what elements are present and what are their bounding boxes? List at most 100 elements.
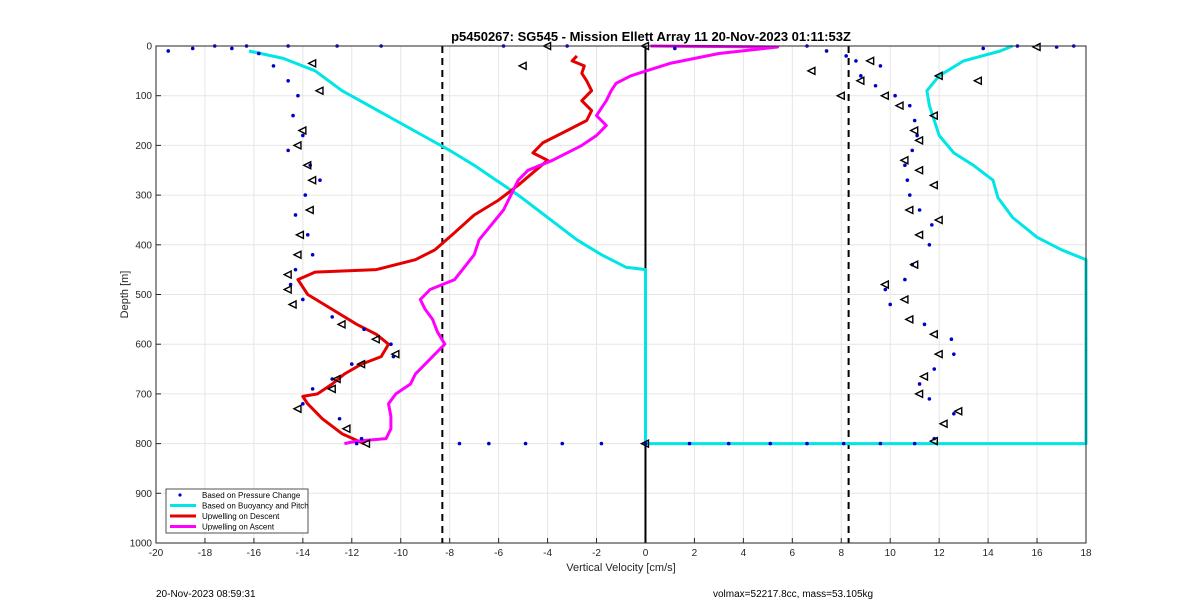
triangle-markers <box>282 41 1041 449</box>
x-tick-label: -16 <box>247 548 262 559</box>
triangle-marker <box>294 230 305 240</box>
y-tick-label: 100 <box>135 91 152 102</box>
x-tick-label: 16 <box>1031 548 1043 559</box>
legend-label-based-on-pressure-change: Based on Pressure Change <box>202 491 301 500</box>
x-tick-label: 4 <box>741 548 747 559</box>
footer-timestamp: 20-Nov-2023 08:59:31 <box>156 589 256 600</box>
triangle-marker <box>899 155 909 165</box>
data-point <box>301 297 305 302</box>
x-tick-labels: -20 -18 -16 -14 -12 -10 -8 -6 -4 -2 0 2 4 6 8 10 12 14 16 1… <box>149 548 1092 559</box>
x-tick-label: -4 <box>543 548 552 559</box>
x-tick-label: 12 <box>934 548 946 559</box>
triangle-marker <box>360 438 371 449</box>
triangle-marker <box>909 260 919 270</box>
triangle-marker <box>914 135 924 146</box>
data-point <box>166 49 171 53</box>
triangle-marker <box>282 269 292 280</box>
triangle-marker <box>879 279 890 290</box>
triangle-marker <box>914 389 924 399</box>
data-point <box>310 252 315 257</box>
data-point <box>726 441 731 446</box>
data-point <box>844 54 848 58</box>
triangle-marker <box>914 230 924 240</box>
x-tick-label: 6 <box>790 548 796 559</box>
data-point <box>673 46 677 51</box>
data-point <box>859 74 863 78</box>
triangle-marker <box>356 359 366 369</box>
triangle-marker <box>287 299 297 310</box>
legend-label-based-on-buoyancy-and-pitch: Based on Buoyancy and Pitch <box>202 502 309 511</box>
x-tick-label: 8 <box>838 548 844 559</box>
triangle-marker <box>914 165 924 175</box>
triangle-marker <box>928 180 938 190</box>
triangle-marker <box>806 66 816 76</box>
data-point <box>854 59 858 63</box>
triangle-marker <box>292 404 302 414</box>
data-point <box>487 441 491 446</box>
x-tick-label: -8 <box>445 548 454 559</box>
triangle-marker <box>292 140 302 151</box>
data-point <box>949 337 954 342</box>
legend-marker-based-on-pressure-change <box>178 493 182 497</box>
data-point <box>230 46 234 51</box>
data-point <box>291 113 295 118</box>
data-point <box>805 441 809 446</box>
data-point <box>878 64 883 68</box>
triangle-marker <box>909 125 919 136</box>
data-point <box>318 178 322 182</box>
y-axis-label: Depth [m] <box>119 271 131 319</box>
triangle-marker <box>370 334 380 344</box>
data-point <box>389 342 393 347</box>
data-point <box>286 148 290 153</box>
x-tick-label: 18 <box>1080 548 1092 559</box>
footer-params: volmax=52217.8cc, mass=53.105kg <box>713 589 874 600</box>
series-line-upwelling-on-ascent <box>344 44 780 446</box>
data-point <box>286 78 290 83</box>
y-tick-label: 700 <box>135 389 152 400</box>
data-point <box>905 178 910 182</box>
data-point <box>907 103 912 108</box>
triangle-marker <box>865 56 875 66</box>
triangle-marker <box>899 294 909 305</box>
data-point <box>883 287 888 292</box>
data-point <box>560 441 565 446</box>
data-point <box>912 441 917 446</box>
data-point <box>930 223 934 227</box>
x-tick-label: -14 <box>296 548 311 559</box>
triangle-marker <box>835 91 845 101</box>
data-point <box>903 163 907 168</box>
triangle-marker <box>855 76 865 86</box>
x-tick-label: 2 <box>692 548 698 559</box>
data-point <box>917 208 922 212</box>
data-point <box>293 267 298 272</box>
data-point <box>310 387 315 391</box>
data-point <box>824 49 829 53</box>
x-tick-label: -2 <box>592 548 601 559</box>
triangle-marker <box>390 349 400 359</box>
y-tick-label: 1000 <box>130 539 153 550</box>
triangle-marker <box>928 110 938 121</box>
axes-frame <box>155 45 1087 544</box>
data-point <box>927 243 932 247</box>
triangle-marker <box>1031 42 1041 52</box>
data-point <box>910 148 915 153</box>
y-tick-label: 500 <box>135 290 152 301</box>
data-point <box>330 315 335 319</box>
y-tick-label: 0 <box>146 42 152 53</box>
triangle-marker <box>918 371 929 382</box>
series-line-upwelling-on-descent <box>296 54 594 445</box>
data-point <box>888 302 893 307</box>
y-tick-label: 300 <box>135 191 152 202</box>
chart-title: p5450267: SG545 - Mission Ellett Array 1… <box>451 29 851 44</box>
data-point <box>917 382 922 386</box>
legend-label-upwelling-on-descent: Upwelling on Descent <box>202 512 280 521</box>
triangle-marker <box>292 250 302 260</box>
triangle-marker <box>307 175 317 185</box>
data-point <box>903 277 907 282</box>
data-point <box>305 233 310 237</box>
data-point <box>952 411 956 416</box>
data-point <box>927 397 932 401</box>
data-point <box>687 441 692 446</box>
triangle-marker <box>326 384 336 394</box>
